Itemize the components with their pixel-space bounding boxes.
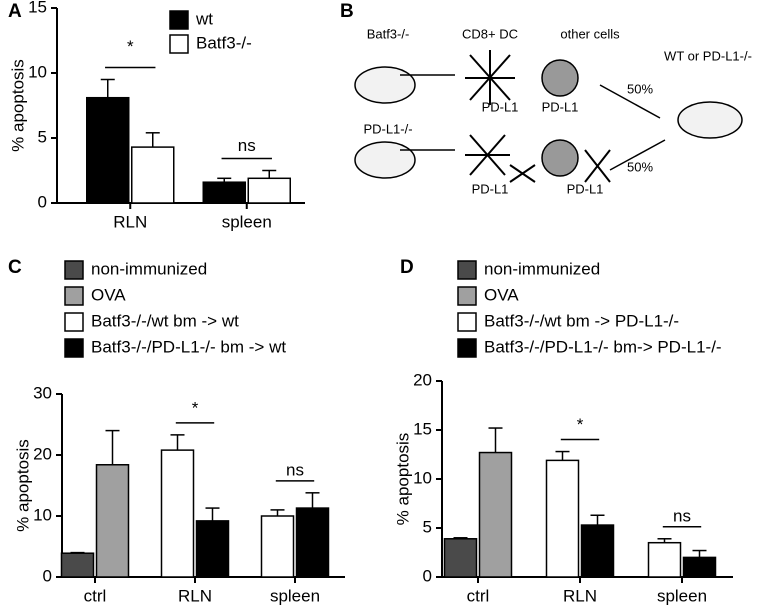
legend-swatch	[457, 338, 477, 358]
significance-label: ns	[286, 460, 304, 479]
x-tick-label: spleen	[222, 212, 272, 231]
y-tick-label: 10	[33, 505, 52, 524]
legend-swatch	[169, 10, 189, 30]
significance-label: ns	[238, 136, 256, 155]
legend-swatch	[64, 338, 84, 358]
legend-label: OVA	[91, 285, 126, 304]
cell	[541, 59, 579, 97]
legend-swatch	[64, 312, 84, 332]
diagram-label: 50%	[627, 159, 653, 174]
bar	[295, 507, 330, 578]
y-tick-label: 5	[38, 127, 47, 146]
bar	[580, 524, 615, 578]
diagram-label: PD-L1	[482, 99, 519, 114]
y-tick-label: 20	[33, 444, 52, 463]
arrow	[609, 139, 666, 171]
legend-swatch	[457, 286, 477, 306]
legend-swatch	[457, 312, 477, 332]
legend-label: OVA	[484, 285, 519, 304]
panel-label: A	[8, 1, 22, 22]
bar	[545, 459, 580, 578]
legend-label: Batf3-/-	[196, 33, 252, 52]
panel-label: D	[400, 257, 414, 278]
diagram-label: WT or PD-L1-/-	[664, 48, 752, 63]
y-tick-label: 10	[413, 468, 432, 487]
bar	[682, 556, 717, 578]
x-tick-label: ctrl	[467, 586, 490, 605]
diagram-label: PD-L1-/-	[363, 121, 412, 136]
mouse	[354, 66, 416, 104]
arrow	[599, 84, 661, 119]
legend-label: non-immunized	[484, 259, 600, 278]
x-tick-label: spleen	[657, 586, 707, 605]
significance-label: ns	[673, 506, 691, 525]
legend-swatch	[457, 260, 477, 280]
y-tick-label: 0	[38, 192, 47, 211]
significance-label: *	[577, 415, 584, 434]
legend-label: wt	[195, 9, 213, 28]
cell	[541, 139, 579, 177]
x-tick-label: ctrl	[84, 586, 107, 605]
y-tick-label: 20	[413, 370, 432, 389]
y-axis-label: % apoptosis	[13, 439, 32, 532]
y-tick-label: 15	[28, 0, 47, 16]
bar	[60, 552, 95, 578]
y-tick-label: 0	[43, 566, 52, 585]
legend-swatch	[64, 260, 84, 280]
x-tick-label: spleen	[270, 586, 320, 605]
legend-swatch	[169, 34, 189, 54]
dc	[465, 134, 536, 183]
x-tick-label: RLN	[113, 212, 147, 231]
y-tick-label: 0	[423, 566, 432, 585]
legend-label: Batf3-/-/wt bm -> wt	[91, 311, 239, 330]
diagram-label: PD-L1	[542, 99, 579, 114]
legend-swatch	[64, 286, 84, 306]
diagram-label: 50%	[627, 81, 653, 96]
dc	[465, 50, 515, 105]
significance-label: *	[192, 398, 199, 417]
bar	[160, 449, 195, 578]
diagram-label: PD-L1	[472, 181, 509, 196]
legend-label: Batf3-/-/PD-L1-/- bm -> wt	[91, 337, 286, 356]
bar	[260, 515, 295, 578]
bar	[86, 96, 130, 204]
diagram-label: PD-L1	[567, 181, 604, 196]
bar	[478, 451, 513, 578]
y-tick-label: 15	[413, 419, 432, 438]
bar	[95, 464, 130, 578]
diagram	[354, 50, 743, 183]
mouse	[677, 101, 743, 139]
bar	[202, 181, 246, 204]
x-tick-label: RLN	[178, 586, 212, 605]
bar	[131, 146, 175, 204]
y-axis-label: % apoptosis	[8, 59, 27, 152]
mouse	[354, 141, 416, 179]
y-tick-label: 30	[33, 383, 52, 402]
legend-label: non-immunized	[91, 259, 207, 278]
diagram-label: other cells	[560, 26, 620, 41]
legend-label: Batf3-/-/wt bm -> PD-L1-/-	[484, 311, 679, 330]
bar	[647, 541, 682, 578]
bar	[247, 177, 291, 204]
diagram-label: CD8+ DC	[462, 26, 518, 41]
y-axis-label: % apoptosis	[393, 433, 412, 526]
x-tick-label: RLN	[563, 586, 597, 605]
diagram-label: Batf3-/-	[367, 26, 410, 41]
legend-label: Batf3-/-/PD-L1-/- bm-> PD-L1-/-	[484, 337, 722, 356]
panel-label: B	[340, 1, 354, 22]
significance-label: *	[127, 37, 134, 56]
y-tick-label: 5	[423, 517, 432, 536]
x	[584, 149, 611, 183]
bar	[443, 538, 478, 578]
bar	[195, 520, 230, 578]
y-tick-label: 10	[28, 62, 47, 81]
panel-label: C	[8, 257, 22, 278]
